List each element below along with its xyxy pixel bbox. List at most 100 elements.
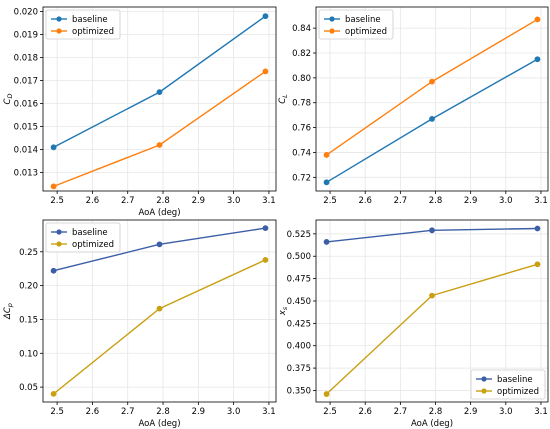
x-axis-label: AoA (deg) xyxy=(138,208,180,218)
legend-box xyxy=(45,9,121,40)
x-tick-label: 2.6 xyxy=(358,196,372,206)
x-tick-label: 3.1 xyxy=(534,196,548,206)
legend: baseline optimized xyxy=(470,369,546,400)
data-point-baseline xyxy=(50,144,57,151)
y-tick-label: 0.018 xyxy=(14,54,38,64)
legend: baseline optimized xyxy=(318,9,394,40)
legend-label: baseline xyxy=(497,375,533,385)
y-tick-label: 0.05 xyxy=(19,383,38,393)
legend-swatch-marker xyxy=(329,16,335,22)
data-point-baseline xyxy=(156,89,163,95)
subplot-2: 2.5 2.6 2.7 2.8 2.9 3.0 3.1 0.72 0.74 0.76 0.78 0.8… xyxy=(278,6,549,206)
legend-label: optimized xyxy=(345,27,387,37)
data-point-optimized xyxy=(50,183,57,190)
x-tick-label: 2.8 xyxy=(429,407,443,417)
data-point-optimized xyxy=(262,257,269,263)
x-tick-label: 3.0 xyxy=(227,407,241,417)
y-axis-label: CD xyxy=(3,94,14,105)
data-point-optimized xyxy=(534,261,541,268)
x-tick-label: 2.9 xyxy=(192,196,206,206)
x-tick-label: 2.9 xyxy=(464,196,478,206)
data-point-baseline xyxy=(429,115,435,122)
legend-swatch-marker xyxy=(56,229,62,235)
y-tick-label: 0.019 xyxy=(14,31,38,41)
y-tick-label: 0.500 xyxy=(287,252,311,262)
legend-swatch-marker xyxy=(481,388,487,394)
legend: baseline optimized xyxy=(45,9,121,40)
x-tick-label: 2.8 xyxy=(429,196,443,206)
y-tick-label: 0.350 xyxy=(287,386,311,396)
y-tick-label: 0.82 xyxy=(292,49,311,59)
legend-label: optimized xyxy=(497,387,539,397)
legend-swatch-marker xyxy=(56,241,62,247)
y-tick-label: 0.016 xyxy=(14,100,38,110)
y-tick-label: 0.450 xyxy=(287,297,311,307)
y-tick-label: 0.72 xyxy=(292,173,311,183)
legend-label: optimized xyxy=(72,27,114,37)
y-tick-label: 0.020 xyxy=(14,8,38,18)
x-tick-label: 3.0 xyxy=(499,407,513,417)
y-tick-label: 0.80 xyxy=(292,74,311,84)
y-tick-label: 0.425 xyxy=(287,319,311,329)
axes-frame xyxy=(315,219,549,403)
y-tick-label: 0.375 xyxy=(287,364,311,374)
x-tick-label: 3.0 xyxy=(227,196,241,206)
legend-label: baseline xyxy=(72,228,108,238)
data-point-baseline xyxy=(534,56,541,63)
data-point-baseline xyxy=(50,267,57,274)
x-tick-label: 3.1 xyxy=(262,196,276,206)
y-tick-label: 0.25 xyxy=(19,248,38,258)
x-tick-label: 3.0 xyxy=(499,196,513,206)
x-axis-label: AoA (deg) xyxy=(411,419,453,429)
x-axis-label: AoA (deg) xyxy=(138,419,180,429)
legend-box xyxy=(45,222,121,253)
x-tick-label: 2.6 xyxy=(358,407,372,417)
legend-swatch-marker xyxy=(56,28,62,34)
data-point-baseline xyxy=(534,225,541,232)
data-point-optimized xyxy=(429,78,435,85)
y-tick-label: 0.76 xyxy=(292,124,311,134)
y-axis-label: ΔCp xyxy=(3,303,14,320)
x-tick-label: 3.1 xyxy=(534,407,548,417)
x-tick-label: 2.8 xyxy=(156,407,170,417)
data-point-optimized xyxy=(323,152,330,158)
x-tick-label: 2.7 xyxy=(394,196,408,206)
x-tick-label: 2.7 xyxy=(121,196,135,206)
legend-swatch-marker xyxy=(329,28,335,34)
subplot-4: 2.5 2.6 2.7 2.8 2.9 3.0 3.1 0.350 0.375 0.400 0.42… xyxy=(278,219,549,429)
data-point-optimized xyxy=(262,68,269,75)
data-point-baseline xyxy=(262,225,269,232)
x-tick-label: 3.1 xyxy=(262,407,276,417)
x-tick-label: 2.8 xyxy=(156,196,170,206)
y-axis-label: CL xyxy=(278,94,289,104)
y-tick-label: 0.525 xyxy=(287,230,311,240)
data-point-optimized xyxy=(429,292,435,299)
x-tick-label: 2.5 xyxy=(50,407,64,417)
x-tick-label: 2.7 xyxy=(394,407,408,417)
y-tick-label: 0.78 xyxy=(292,99,311,109)
y-tick-label: 0.014 xyxy=(14,146,38,156)
data-point-optimized xyxy=(50,390,57,397)
legend-box xyxy=(318,9,394,40)
y-tick-label: 0.15 xyxy=(19,315,38,325)
subplot-1: 2.5 2.6 2.7 2.8 2.9 3.0 3.1 0.013 0.014 0.015 0.01… xyxy=(3,6,277,218)
data-point-optimized xyxy=(323,391,330,397)
y-tick-label: 0.20 xyxy=(19,282,38,292)
y-tick-label: 0.015 xyxy=(14,123,38,133)
x-tick-label: 2.6 xyxy=(86,196,100,206)
data-point-baseline xyxy=(323,239,330,245)
legend-label: baseline xyxy=(345,15,381,25)
x-tick-label: 2.5 xyxy=(323,196,337,206)
axes-frame xyxy=(315,6,549,192)
y-tick-label: 0.013 xyxy=(14,169,38,179)
data-point-baseline xyxy=(156,241,163,248)
x-tick-label: 2.7 xyxy=(121,407,135,417)
legend: baseline optimized xyxy=(45,222,121,253)
x-tick-label: 2.9 xyxy=(464,407,478,417)
data-point-optimized xyxy=(156,142,163,148)
y-tick-label: 0.017 xyxy=(14,77,38,87)
data-point-baseline xyxy=(429,227,435,234)
y-tick-label: 0.74 xyxy=(292,148,311,158)
data-point-optimized xyxy=(534,16,541,23)
